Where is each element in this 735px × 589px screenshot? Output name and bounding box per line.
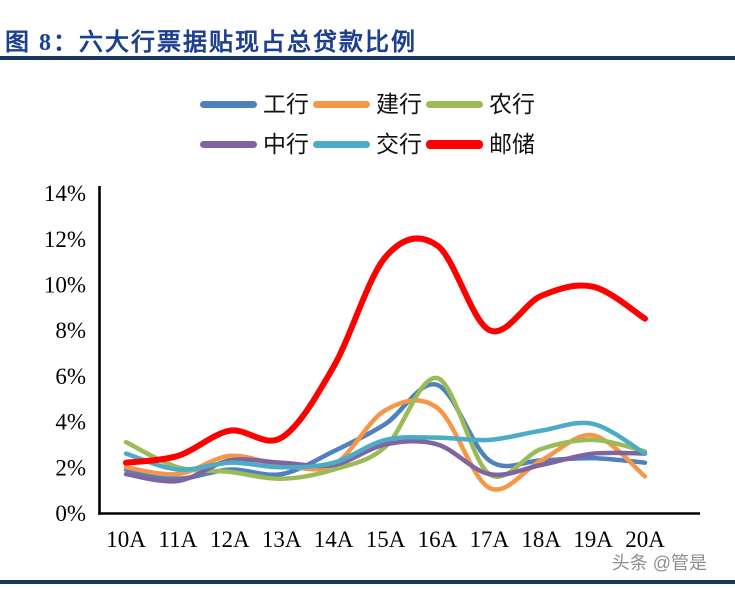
legend-line-swatch — [426, 100, 483, 108]
x-tick-label: 12A — [210, 527, 250, 552]
legend-line-swatch — [200, 140, 257, 148]
y-tick-label: 2% — [55, 455, 86, 480]
series-line-4 — [123, 420, 648, 473]
x-tick-label: 11A — [159, 527, 198, 552]
legend-row: 工行 建行 农行 — [198, 84, 537, 124]
x-tick-label: 10A — [106, 527, 146, 552]
y-tick-label: 14% — [44, 181, 86, 206]
legend-label: 中行 — [263, 131, 309, 157]
legend-label: 农行 — [489, 91, 535, 117]
series-line-1 — [123, 398, 648, 492]
series-line-2 — [123, 375, 648, 481]
x-tick-label: 15A — [366, 527, 406, 552]
legend-item-0: 工行 — [200, 93, 309, 116]
series-line-5 — [123, 235, 648, 466]
x-tick-label: 13A — [262, 527, 302, 552]
chart-legend: 工行 建行 农行中行 交行 邮储 — [0, 84, 735, 164]
y-tick-label: 10% — [44, 272, 86, 297]
legend-label: 工行 — [263, 91, 309, 117]
legend-line-swatch — [426, 139, 483, 149]
watermark: 头条 @管是 — [611, 553, 707, 573]
title-rule — [0, 56, 735, 60]
x-tick-label: 17A — [469, 527, 509, 552]
legend-line-swatch — [313, 140, 370, 148]
y-tick-label: 6% — [55, 364, 86, 389]
legend-label: 建行 — [376, 91, 422, 117]
legend-item-3: 中行 — [200, 133, 309, 156]
bottom-bar — [0, 580, 735, 584]
x-tick-label: 20A — [625, 527, 665, 552]
legend-item-1: 建行 — [313, 93, 422, 116]
x-tick-label: 18A — [521, 527, 561, 552]
legend-item-5: 邮储 — [426, 133, 535, 156]
legend-row: 中行 交行 邮储 — [198, 124, 537, 164]
y-tick-label: 0% — [55, 501, 86, 526]
x-tick-label: 16A — [418, 527, 458, 552]
legend-label: 交行 — [376, 131, 422, 157]
legend-line-swatch — [313, 100, 370, 108]
y-tick-label: 4% — [55, 410, 86, 435]
y-tick-label: 8% — [55, 318, 86, 343]
figure-header: 图 8：六大行票据贴现占总贷款比例 — [5, 22, 730, 57]
legend-label: 邮储 — [489, 131, 535, 157]
legend-item-2: 农行 — [426, 93, 535, 116]
x-tick-label: 14A — [314, 527, 354, 552]
legend-line-swatch — [200, 100, 257, 108]
x-tick-label: 19A — [573, 527, 613, 552]
figure-title: 图 8：六大行票据贴现占总贷款比例 — [5, 30, 417, 56]
y-tick-label: 12% — [44, 227, 86, 252]
legend-item-4: 交行 — [313, 133, 422, 156]
